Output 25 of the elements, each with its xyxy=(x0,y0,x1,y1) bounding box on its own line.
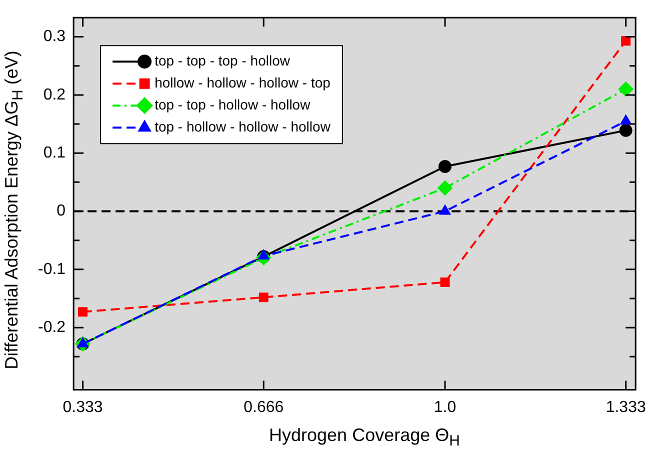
y-tick-label: 0.2 xyxy=(43,86,66,104)
point xyxy=(621,36,631,46)
point xyxy=(439,204,451,215)
legend-label: top - top - top - hollow xyxy=(154,52,291,68)
x-axis-title: Hydrogen Coverage Θ$_{H}$ xyxy=(268,425,461,450)
point xyxy=(78,307,88,317)
legend-label: hollow - hollow - hollow - top xyxy=(154,74,331,90)
y-tick-label: -0.2 xyxy=(38,318,66,336)
legend-label: top - top - hollow - hollow xyxy=(154,96,312,112)
y-tick-label: 0.1 xyxy=(43,144,66,162)
point xyxy=(440,277,450,287)
point xyxy=(258,292,268,302)
point xyxy=(620,114,632,125)
y-tick-label: -0.1 xyxy=(38,260,66,278)
x-tick-label: 1.0 xyxy=(434,398,456,416)
point xyxy=(618,82,634,97)
point xyxy=(619,124,632,137)
point xyxy=(438,160,452,173)
point xyxy=(438,180,453,196)
x-tick-label: 0.333 xyxy=(62,398,103,416)
y-tick-label: 0 xyxy=(56,202,66,220)
y-tick-label: 0.3 xyxy=(43,28,66,46)
x-tick-label: 0.666 xyxy=(244,398,284,416)
legend-label: top - hollow - hollow - hollow xyxy=(154,118,332,134)
x-tick-label: 1.333 xyxy=(606,398,646,416)
